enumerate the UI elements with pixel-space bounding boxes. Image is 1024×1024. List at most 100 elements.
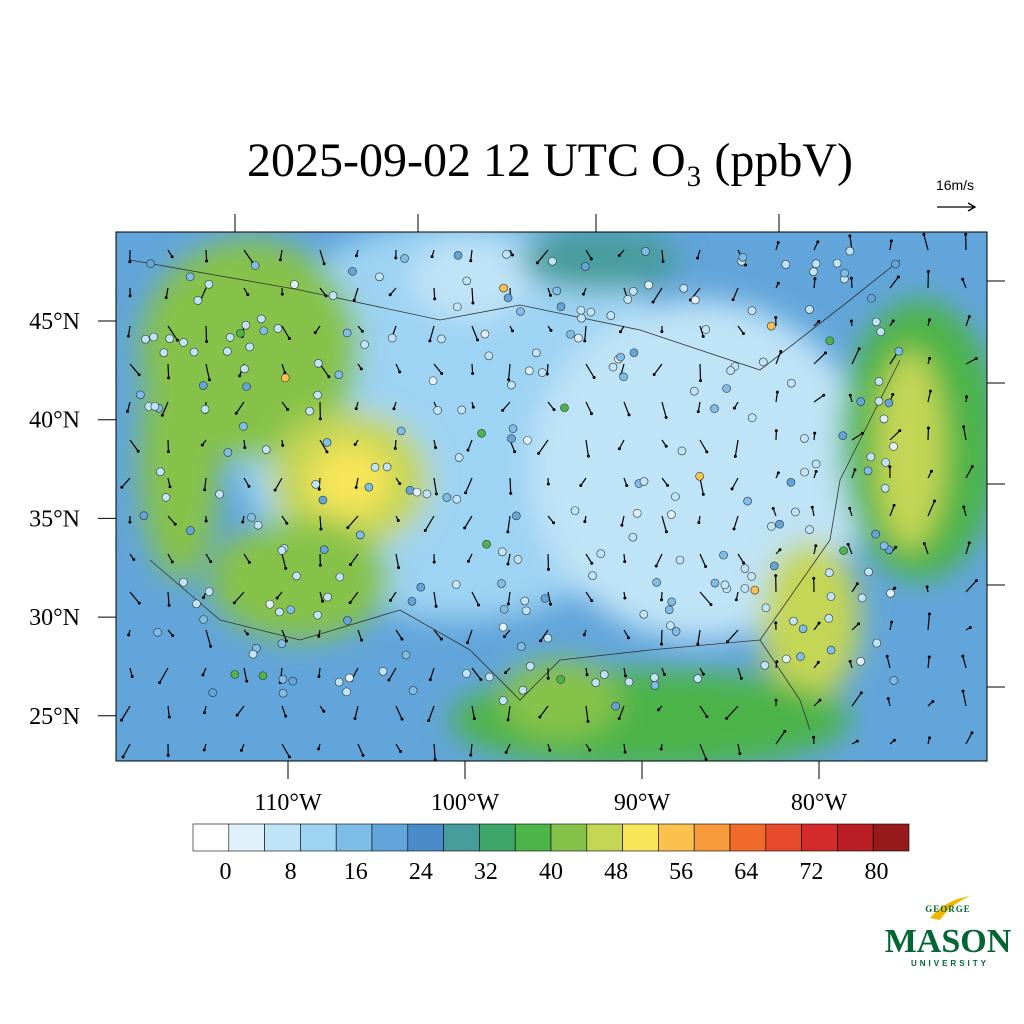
wind-arrow-head [121,755,125,759]
station [242,382,251,391]
wind-arrow-head [776,281,780,285]
wind-arrow [585,705,589,722]
station [623,295,633,304]
wind-arrow [661,401,667,418]
station [552,286,562,296]
wind-arrow-head [705,450,709,454]
station [632,508,642,518]
wind-arrow-head [970,465,974,469]
station [387,333,397,343]
station [891,259,900,269]
station [462,276,472,286]
wind-arrow-head [434,604,438,608]
wind-arrow-head [546,567,550,571]
wind-arrow-head [961,654,965,658]
station [290,280,299,289]
colorbar-tick-label: 8 [285,859,297,885]
station [690,295,700,305]
wind-arrow-head [354,254,358,258]
station [236,328,245,338]
wind-arrow-head [423,529,427,533]
wind-arrow-head [623,750,627,754]
wind-arrow [429,325,435,342]
station [867,293,876,303]
station [710,578,720,588]
wind-arrow-head [510,253,514,257]
wind-arrow-head [817,621,821,625]
lat-label: 35°N [29,506,80,532]
wind-arrow [585,401,593,414]
wind-arrow-head [848,506,852,510]
station [499,604,509,614]
station [619,372,628,382]
wind-arrow [851,583,858,593]
wind-arrow [465,477,473,493]
wind-arrow [886,656,891,669]
wind-arrow [851,348,860,365]
station [695,472,704,481]
wind-arrow-head [964,232,968,236]
map-frame [115,231,988,762]
wind-arrow [354,705,359,719]
logo-line3: UNIVERSITY [911,959,989,968]
station [370,462,380,472]
wind-arrow [129,363,140,376]
wind-arrow [167,477,171,487]
station [825,336,835,346]
wind-arrow-head [472,717,476,721]
wind-arrow-head [398,749,402,753]
station [146,259,155,269]
wind-arrow [395,553,400,568]
station [428,376,438,386]
wind-arrow [433,591,437,607]
wind-arrow [699,477,704,495]
wind-arrow-head [166,753,170,757]
wind-arrow-head [892,738,896,742]
wind-arrow-head [319,527,323,531]
station [502,250,511,259]
wind-arrow-head [286,408,290,412]
wind-arrow-head [588,748,592,752]
station [192,599,201,609]
wind-arrow-head [859,691,863,695]
lon-label: 100°W [431,790,500,816]
station [577,313,586,323]
wind-arrow-head [774,698,778,702]
wind-arrow [813,352,826,365]
wind-arrow [962,426,967,441]
wind-arrow [923,543,929,555]
station [677,446,687,456]
station [689,386,699,396]
wind-arrow-head [168,485,172,489]
station [588,571,597,580]
wind-arrow-head [732,527,736,531]
colorbar-tick-label: 0 [220,859,232,885]
station [667,510,676,519]
wind-arrow-head [855,739,859,743]
wind-arrow-head [283,371,287,375]
station [879,414,889,424]
wind-arrow [353,287,359,301]
wind-arrow-head [774,315,778,319]
wind-arrow [471,591,480,606]
wind-arrow-head [552,521,556,525]
wind-arrow [433,629,442,640]
wind-arrow-head [886,697,890,701]
wind-arrow-head [927,612,931,616]
wind-arrow-head [590,412,594,416]
wind-arrow [889,505,895,517]
wind-arrow-head [397,566,401,570]
wind-arrow-head [581,292,585,296]
colorbar-tick-label: 32 [474,859,498,885]
wind-arrow-head [400,717,404,721]
station [800,467,809,477]
wind-arrow [962,279,967,289]
station [566,329,575,339]
station [839,546,848,555]
station [611,701,620,711]
station [161,493,171,502]
station [253,520,263,530]
colorbar-tick-label: 64 [734,859,758,885]
wind-arrow-head [885,654,889,658]
station [484,351,494,361]
